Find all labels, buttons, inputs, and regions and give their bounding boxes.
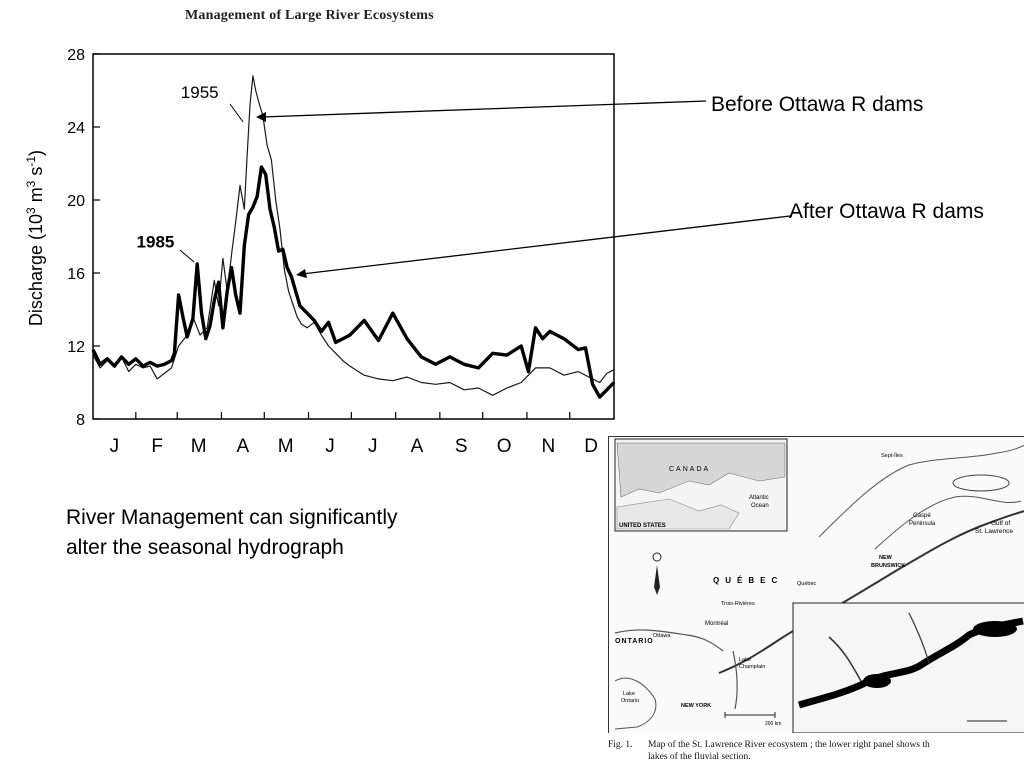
caption-text: River Management can significantly alter… xyxy=(66,503,496,563)
map-label-canada: CANADA xyxy=(669,466,710,473)
map-caption-figure-number: Fig. 1. xyxy=(608,740,633,750)
map-label-peninsula: Peninsula xyxy=(909,521,936,527)
lake-ontario-shore xyxy=(614,677,657,730)
x-tick-label: N xyxy=(541,436,555,457)
gaspe-coast xyxy=(874,495,1022,550)
x-tick-label: A xyxy=(411,436,424,457)
callout-before-dams: Before Ottawa R dams xyxy=(711,93,924,116)
y-tick-label: 8 xyxy=(76,412,85,429)
x-tick-label: J xyxy=(110,436,120,457)
map-label-quebec: QUÉBEC xyxy=(713,576,783,585)
map-label-quebec-city: Québec xyxy=(797,581,817,587)
y-tick-label: 24 xyxy=(67,120,85,137)
caption-line-1: River Management can significantly xyxy=(66,506,398,529)
map-label-gaspe: Gaspé xyxy=(913,513,931,519)
series-annotation-1955: 1955 xyxy=(181,83,219,102)
inset-canada-land xyxy=(616,442,786,498)
st-lawrence-river xyxy=(718,510,1024,674)
x-tick-label: J xyxy=(368,436,378,457)
st-lawrence-map: CANADA UNITED STATES Atlantic Ocean QUÉB… xyxy=(608,436,1024,733)
map-label-lake-ontario: Lake xyxy=(623,691,635,697)
arrow-after-line xyxy=(301,215,791,275)
x-tick-label: D xyxy=(584,436,598,457)
map-label-new: NEW xyxy=(879,555,893,561)
map-label-lake-ontario-2: Ontario xyxy=(621,698,639,704)
map-label-atlantic: Atlantic xyxy=(749,495,769,501)
arrow-1985-line xyxy=(179,249,195,263)
scale-label: 200 km xyxy=(765,721,781,727)
map-label-sept-iles: Sept-Îles xyxy=(881,452,903,459)
y-tick-label: 28 xyxy=(67,47,85,64)
map-label-st-lawrence: St. Lawrence xyxy=(975,528,1013,535)
inset-us-land xyxy=(616,498,740,530)
book-header: Management of Large River Ecosystems xyxy=(185,8,434,23)
x-tick-label: J xyxy=(325,436,335,457)
map-label-montreal: Montréal xyxy=(705,621,728,627)
y-tick-label: 20 xyxy=(67,193,85,210)
x-tick-label: O xyxy=(497,436,512,457)
y-axis-label: Discharge (103 m3 s-1) xyxy=(24,150,46,326)
x-tick-label: M xyxy=(278,436,294,457)
fluvial-tributary-2 xyxy=(908,612,930,664)
map-label-lake-champlain-2: Champlain xyxy=(739,664,765,670)
map-svg: CANADA UNITED STATES Atlantic Ocean QUÉB… xyxy=(614,438,1024,733)
arrow-before-line xyxy=(261,100,707,118)
ottawa-river xyxy=(614,629,724,652)
map-label-ocean: Ocean xyxy=(751,503,769,509)
scale-bar: 200 km xyxy=(724,712,781,727)
series-line-1985 xyxy=(91,165,616,399)
arrow-1955-line xyxy=(229,103,244,123)
lake-champlain xyxy=(732,650,738,710)
caption-line-2: alter the seasonal hydrograph xyxy=(66,536,344,559)
map-label-ontario: ONTARIO xyxy=(615,638,654,645)
callout-arrows xyxy=(179,100,791,278)
arrow-before-head xyxy=(256,112,266,122)
map-label-united-states: UNITED STATES xyxy=(619,523,666,529)
series-line-1955 xyxy=(92,75,615,396)
map-label-lake-champlain: Lake xyxy=(739,657,751,663)
callout-after-dams: After Ottawa R dams xyxy=(789,200,984,223)
map-label-new-york: NEW YORK xyxy=(681,703,711,709)
compass-icon xyxy=(652,552,662,595)
y-tick-label: 12 xyxy=(67,339,85,356)
x-tick-label: S xyxy=(455,436,468,457)
arrow-after-head xyxy=(296,269,307,278)
map-label-trois-rivieres: Trois-Rivières xyxy=(721,601,755,607)
map-label-gulf: Gulf of xyxy=(991,520,1010,527)
fluvial-tributary-1 xyxy=(828,636,862,682)
map-label-brunswick: BRUNSWICK xyxy=(871,563,905,569)
map-label-ottawa: Ottawa xyxy=(653,633,671,639)
x-tick-label: F xyxy=(151,436,163,457)
anticosti-island xyxy=(952,474,1010,492)
lac-st-pierre xyxy=(973,621,1017,637)
map-caption-line-1: Map of the St. Lawrence River ecosystem … xyxy=(648,740,930,750)
x-tick-label: M xyxy=(191,436,207,457)
north-shore-coast xyxy=(818,444,1024,538)
x-tick-label: A xyxy=(237,436,250,457)
map-caption-line-2: lakes of the fluvial section. xyxy=(648,752,751,762)
lac-st-louis xyxy=(863,674,891,688)
y-tick-label: 16 xyxy=(67,266,85,283)
series-annotation-1985: 1985 xyxy=(137,232,175,251)
